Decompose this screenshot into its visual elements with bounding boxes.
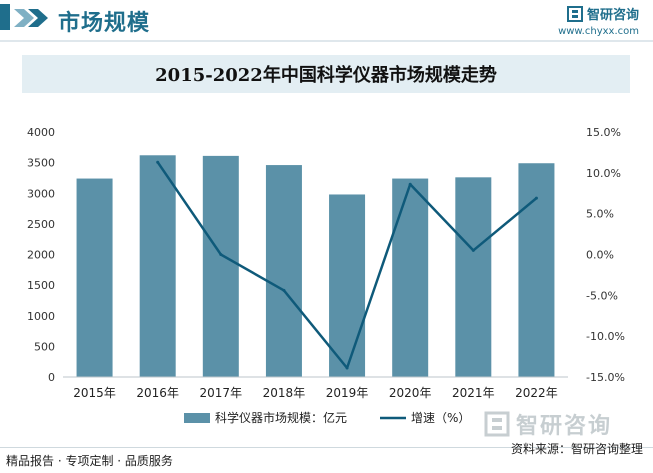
y-tick-label: 500 — [34, 340, 55, 353]
watermark-text: 智研咨询 — [516, 414, 613, 439]
footer-divider — [0, 447, 653, 448]
growth-point — [282, 288, 286, 292]
x-tick-label: 2016年 — [136, 386, 179, 400]
x-tick-label: 2018年 — [263, 386, 306, 400]
chart-title-box: 2015-2022年中国科学仪器市场规模走势 — [22, 55, 630, 93]
bar — [455, 177, 492, 377]
y-tick-label: 3000 — [27, 187, 55, 200]
logo-text: 智研咨询 — [586, 8, 639, 23]
growth-point — [345, 366, 349, 370]
y2-tick-label: -5.0% — [586, 289, 618, 302]
legend-label-line: 增速（%） — [411, 411, 470, 425]
double-chevron-icon — [14, 9, 48, 27]
y2-tick-label: 5.0% — [586, 208, 614, 221]
y-tick-label: 4000 — [27, 126, 55, 139]
brand-logo: 智研咨询 — [566, 4, 639, 23]
chart: 0 500 1000 1500 2000 2500 3000 3500 4000 -15.0% -1… — [27, 126, 625, 425]
y-tick-label: 3500 — [27, 157, 55, 170]
x-tick-label: 2022年 — [515, 386, 558, 400]
y2-tick-label: 10.0% — [586, 167, 621, 180]
bar — [202, 155, 239, 377]
y-tick-label: 0 — [48, 371, 55, 384]
brand-bar — [0, 4, 10, 30]
y-tick-label: 1000 — [27, 310, 55, 323]
legend-label-bar: 科学仪器市场规模：亿元 — [215, 410, 347, 425]
y2-tick-label: 15.0% — [586, 126, 621, 139]
y2-tick-label: 0.0% — [586, 249, 614, 262]
x-tick-label: 2020年 — [389, 386, 432, 400]
growth-point — [156, 160, 160, 164]
bar — [392, 178, 429, 377]
logo-icon — [566, 5, 583, 22]
bar — [139, 155, 176, 377]
watermark-icon — [484, 411, 510, 437]
section-title: 市场规模 — [58, 11, 151, 36]
y2-tick-label: -15.0% — [586, 371, 625, 384]
y-tick-label: 1500 — [27, 279, 55, 292]
y-tick-label: 2500 — [27, 218, 55, 231]
watermark-logo: 智研咨询 — [484, 408, 612, 440]
bar — [329, 194, 366, 377]
footer-tagline: 精品报告 · 专项定制 · 品质服务 — [6, 454, 173, 468]
growth-point — [534, 196, 538, 200]
growth-point — [471, 248, 475, 252]
x-tick-label: 2021年 — [452, 386, 495, 400]
y2-tick-label: -10.0% — [586, 330, 625, 343]
bar — [265, 165, 302, 377]
growth-point — [219, 253, 223, 256]
x-tick-label: 2017年 — [200, 386, 243, 400]
header: 市场规模 智研咨询 www.chyxx.com — [0, 0, 653, 38]
bar — [518, 163, 555, 377]
x-tick-label: 2015年 — [73, 386, 116, 400]
site-url: www.chyxx.com — [558, 26, 639, 37]
chart-title: 2015-2022年中国科学仪器市场规模走势 — [155, 65, 497, 86]
x-tick-label: 2019年 — [326, 386, 369, 400]
bar — [76, 178, 113, 377]
growth-point — [408, 182, 412, 186]
legend-swatch-bar — [184, 413, 210, 423]
y-tick-label: 2000 — [27, 249, 55, 262]
source-note: 资料来源：智研咨询整理 — [510, 442, 643, 456]
header-divider — [0, 40, 653, 42]
